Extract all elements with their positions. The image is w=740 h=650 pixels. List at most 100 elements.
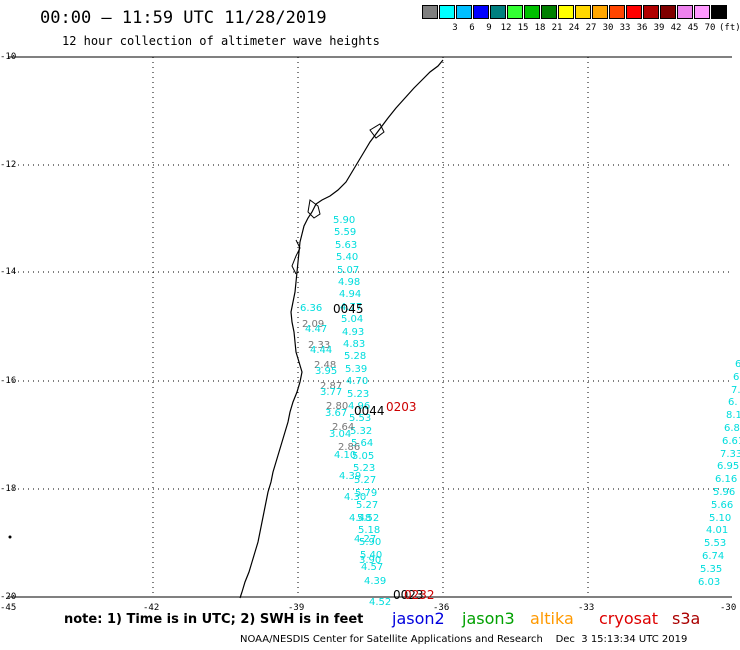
sat-label-altika: altika xyxy=(530,609,574,628)
wave-height-value: 4.10 xyxy=(334,450,357,461)
wave-height-value: 4.57 xyxy=(361,562,384,573)
wave-height-value: 5.66 xyxy=(711,500,734,511)
legend-swatch xyxy=(592,5,608,19)
legend-label: 12 xyxy=(500,23,512,33)
lon-label-39: -39 xyxy=(288,603,305,613)
credit-line: NOAA/NESDIS Center for Satellite Applica… xyxy=(240,634,688,645)
wave-height-value: 4.27 xyxy=(354,534,377,545)
wave-height-value: 5.59 xyxy=(334,227,357,238)
coastline xyxy=(239,59,444,599)
wave-height-value: 4.39 xyxy=(339,471,362,482)
footer-note: note: 1) Time is in UTC; 2) SWH is in fe… xyxy=(64,612,364,627)
legend-swatch xyxy=(541,5,557,19)
wave-height-value: 6.36 xyxy=(300,303,323,314)
wave-height-value: 4.44 xyxy=(310,345,333,356)
wave-height-value: 5.52 xyxy=(357,513,380,524)
wave-height-value: 4.30 xyxy=(344,492,367,503)
lon-label-45: -45 xyxy=(0,603,17,613)
legend-swatch xyxy=(422,5,438,19)
sat-label-s3a: s3a xyxy=(672,609,701,628)
sat-label-jason2: jason2 xyxy=(392,609,445,628)
legend-swatch xyxy=(694,5,710,19)
wave-height-value: 5.96 xyxy=(713,487,736,498)
legend-swatch xyxy=(660,5,676,19)
wave-height-value: 3.95 xyxy=(315,366,338,377)
wave-height-value: 6.95 xyxy=(717,461,740,472)
wave-height-value: 6.8 xyxy=(724,423,740,434)
legend-swatch xyxy=(456,5,472,19)
legend-label: 39 xyxy=(653,23,665,33)
map-subtitle: 12 hour collection of altimeter wave hei… xyxy=(62,34,380,48)
legend-swatch xyxy=(609,5,625,19)
lat-label-10: -10 xyxy=(0,52,17,62)
legend-swatch xyxy=(507,5,523,19)
legend-label: 24 xyxy=(568,23,580,33)
lat-label-18: -18 xyxy=(0,484,17,494)
wave-height-value: 5.39 xyxy=(345,364,368,375)
sat-label-jason3: jason3 xyxy=(462,609,515,628)
legend-label: 30 xyxy=(602,23,614,33)
wave-height-value: 6. xyxy=(728,397,738,408)
wave-height-value: 6.16 xyxy=(715,474,738,485)
wave-height-value: 5.28 xyxy=(344,351,367,362)
legend-swatch xyxy=(524,5,540,19)
legend-label: 45 xyxy=(687,23,699,33)
wave-height-value: 7. xyxy=(731,385,740,396)
wave-height-value: 6.03 xyxy=(698,577,721,588)
legend-swatch xyxy=(473,5,489,19)
wave-height-value: 3.04 xyxy=(329,429,352,440)
wave-height-value: 5.27 xyxy=(356,500,379,511)
pass-time-label: 0023 xyxy=(393,588,424,602)
sat-label-cryosat: cryosat xyxy=(599,609,659,628)
wave-height-value: 7.33 xyxy=(720,449,740,460)
wave-height-value: 6 xyxy=(735,359,740,370)
legend-label: 3 xyxy=(452,23,458,33)
wave-height-value: 4.47 xyxy=(305,324,328,335)
wave-height-value: 5.63 xyxy=(335,240,358,251)
legend-swatch xyxy=(490,5,506,19)
wave-height-value: 2.09 xyxy=(302,319,325,330)
legend-label: 15 xyxy=(517,23,529,33)
legend-swatch xyxy=(558,5,574,19)
legend-label: 42 xyxy=(670,23,682,33)
wave-height-value: 8.1 xyxy=(726,410,740,421)
wave-height-value: 5.10 xyxy=(709,513,732,524)
wave-height-value: 5.07 xyxy=(337,265,360,276)
legend-swatch xyxy=(677,5,693,19)
legend-swatch xyxy=(626,5,642,19)
lon-label-42: -42 xyxy=(143,603,160,613)
lat-label-16: -16 xyxy=(0,376,17,386)
wave-height-value: 4.77 xyxy=(340,302,363,313)
wave-height-value: 4.98 xyxy=(338,277,361,288)
lon-label-30: -30 xyxy=(720,603,737,613)
legend-label: 27 xyxy=(585,23,597,33)
legend-label: 18 xyxy=(534,23,546,33)
wave-height-value: 5.27 xyxy=(354,475,377,486)
wave-height-value: 5.23 xyxy=(353,463,376,474)
legend-label: 70 xyxy=(704,23,716,33)
wave-height-value: 5.40 xyxy=(360,550,383,561)
wave-height-value: 2.64 xyxy=(332,422,355,433)
legend-label: 9 xyxy=(486,23,492,33)
wave-height-value: 4.48 xyxy=(349,513,372,524)
wave-height-value: 3.77 xyxy=(320,387,343,398)
wave-height-value: 5.53 xyxy=(349,413,372,424)
legend-label: 6 xyxy=(469,23,475,33)
wave-height-value: 5.53 xyxy=(704,538,727,549)
wave-height-value: 3.90 xyxy=(359,555,382,566)
wave-height-value: 5.32 xyxy=(350,426,373,437)
wave-height-value: 2.33 xyxy=(308,340,331,351)
wave-height-value: 4.52 xyxy=(369,597,392,608)
wave-height-value: 2.87 xyxy=(320,381,343,392)
pass-time-label: 0232 xyxy=(404,588,435,602)
legend-swatch xyxy=(439,5,455,19)
wave-height-value: 4.94 xyxy=(339,289,362,300)
lat-label-12: -12 xyxy=(0,160,17,170)
wave-height-value: 4.01 xyxy=(706,525,729,536)
legend-label: 36 xyxy=(636,23,648,33)
wave-height-value: 2.86 xyxy=(338,442,361,453)
wave-height-value: 6.61 xyxy=(722,436,740,447)
wave-height-value: 6.74 xyxy=(702,551,725,562)
wave-height-value: 5.35 xyxy=(700,564,723,575)
